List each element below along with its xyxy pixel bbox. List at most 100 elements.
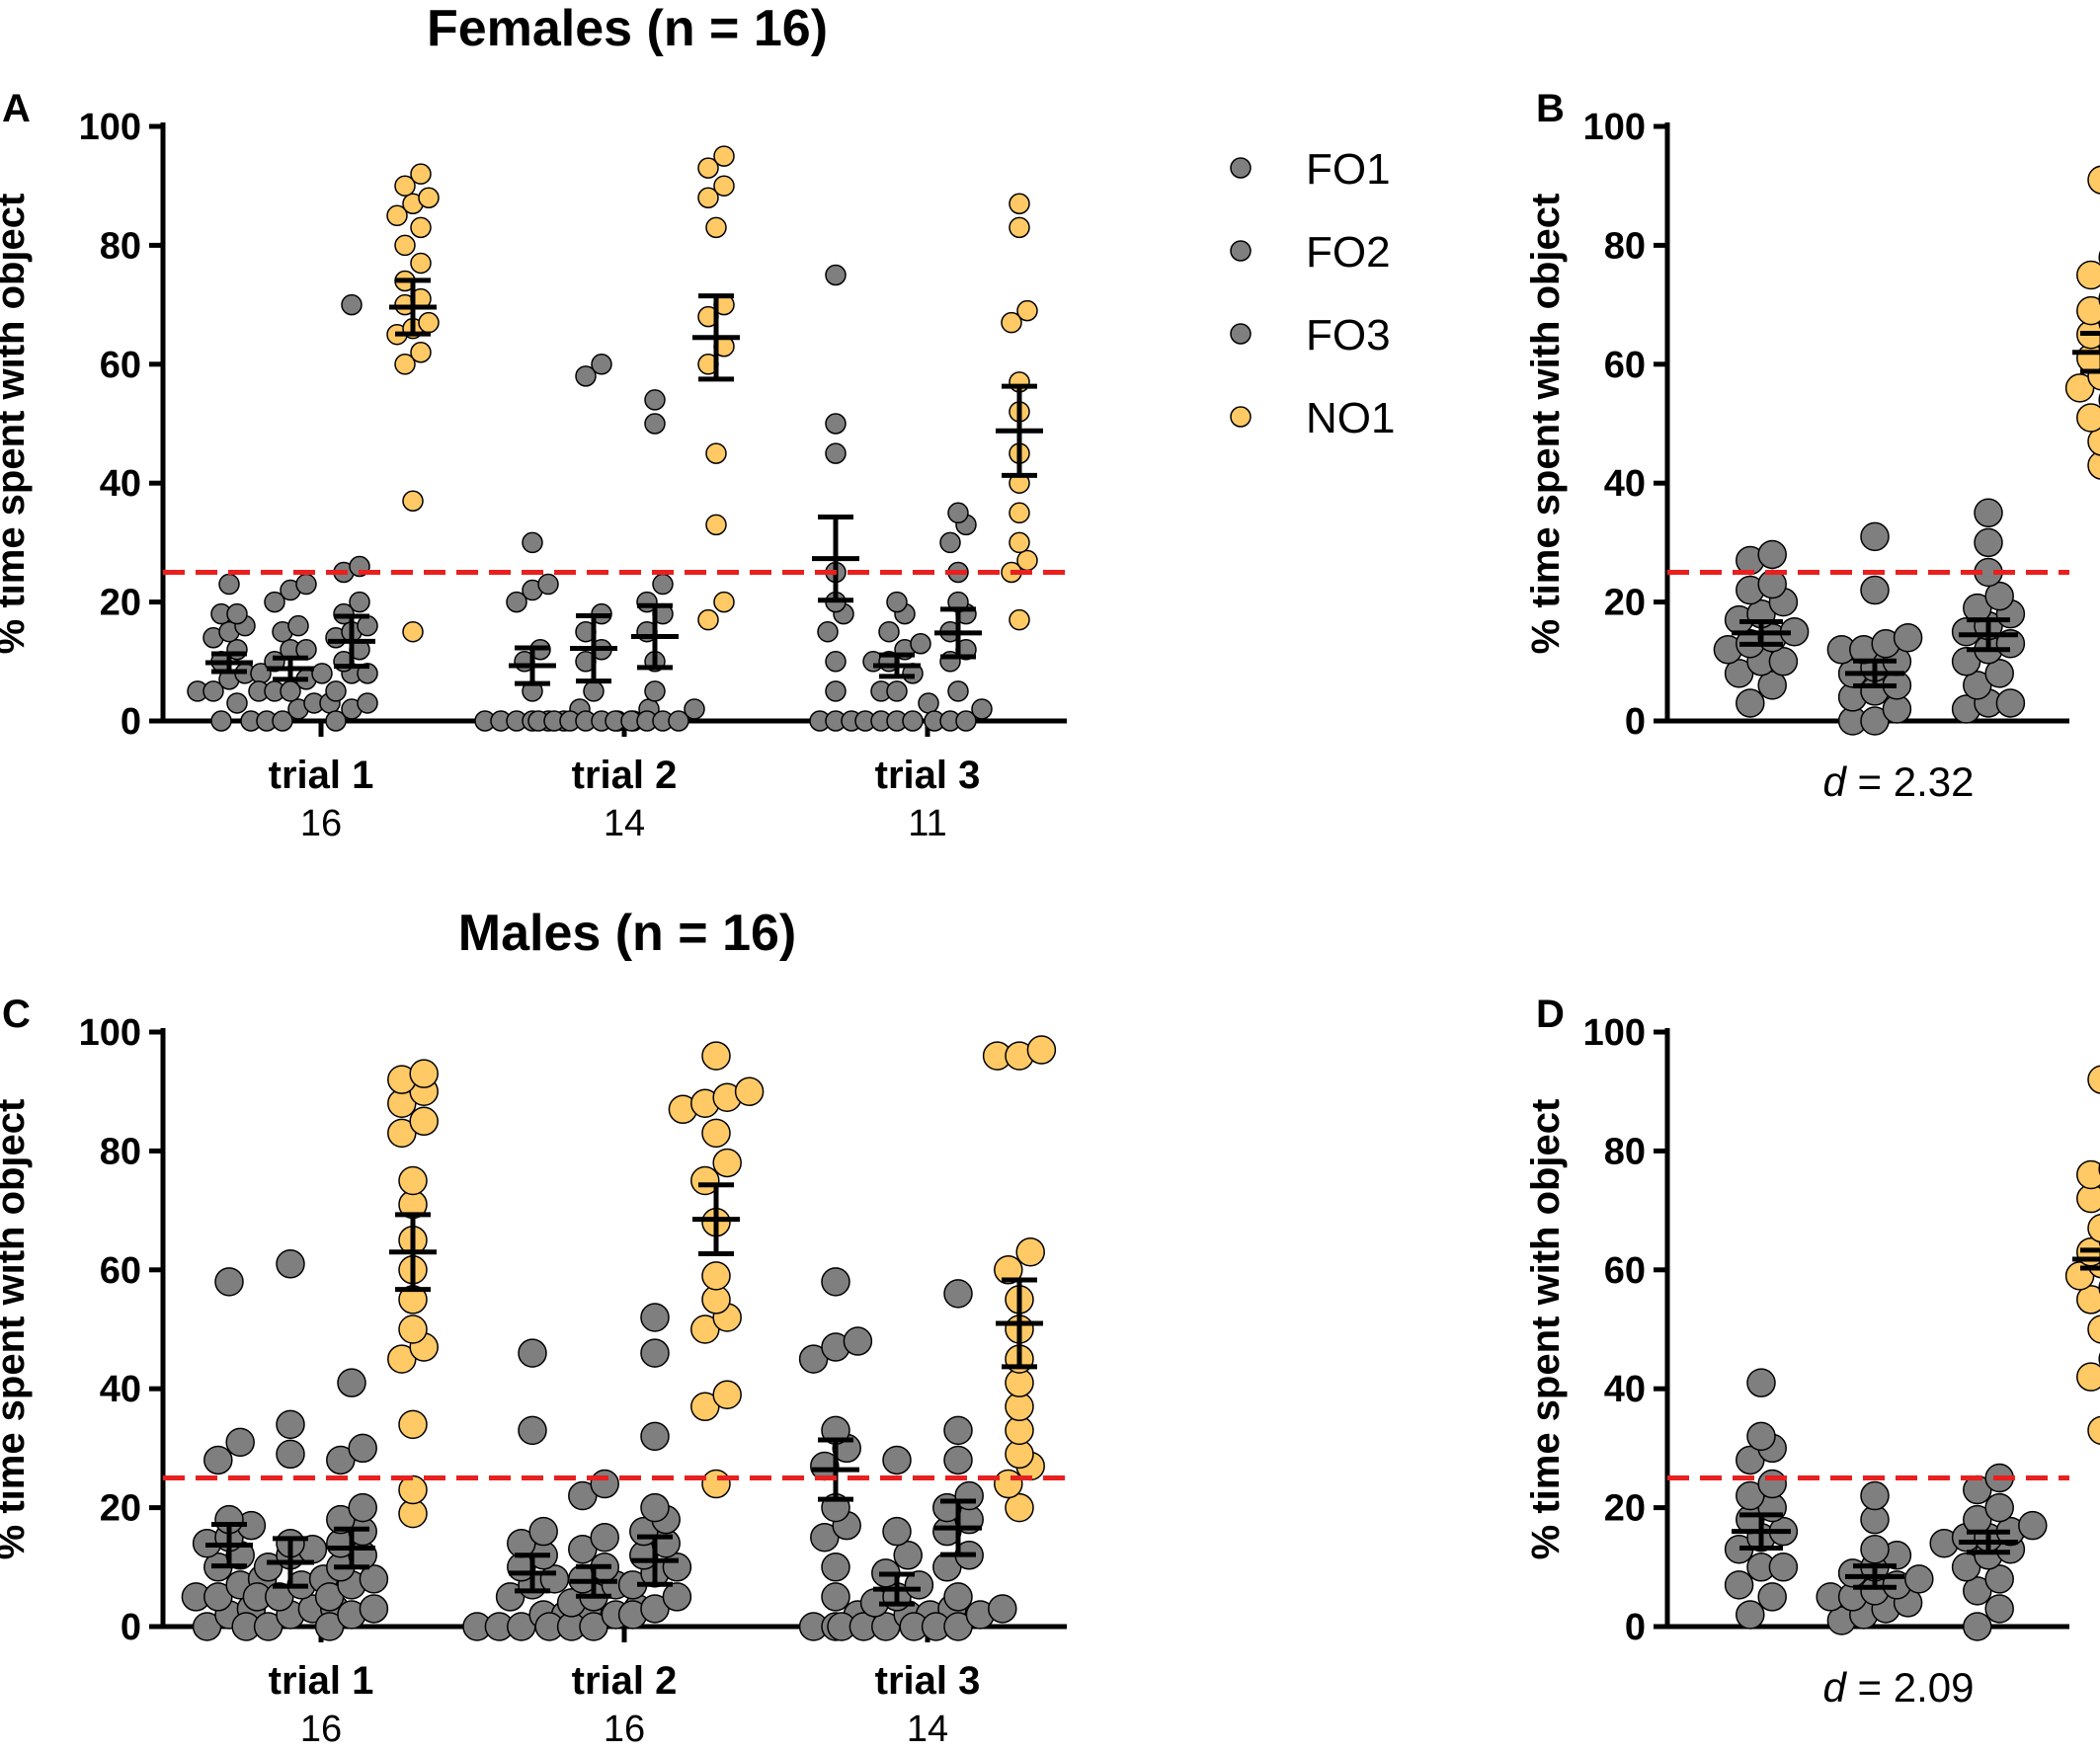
data-point-b-fo3-15 (1974, 498, 2003, 528)
data-point-a-no1-t1-2 (394, 354, 416, 375)
data-point-c-no1-t2-2 (712, 1380, 742, 1409)
data-point-a-no1-t3-9 (1001, 311, 1022, 334)
n-count-a-1: 14 (604, 803, 645, 844)
panel-letter-d: D (1536, 993, 1565, 1036)
legend-marker-fo1 (1230, 157, 1252, 179)
y-tick-label-b-20: 20 (1604, 583, 1646, 624)
data-point-a-fo1-t1-3 (202, 680, 224, 702)
data-point-a-fo1-t1-13 (226, 602, 248, 625)
data-point-c-fo3-t1-13 (348, 1433, 377, 1464)
data-point-b-no1-11 (2076, 295, 2100, 326)
data-point-b-fo2-12 (1893, 622, 1923, 653)
data-point-a-no1-t1-3 (410, 342, 432, 363)
data-point-b-no1-13 (2076, 260, 2100, 290)
x-category-label-a-0: trial 1 (269, 754, 374, 797)
data-point-a-fo3-t2-4 (668, 710, 689, 732)
data-point-a-no1-t2-2 (705, 514, 727, 536)
data-point-c-fo1-t1-13 (203, 1445, 233, 1475)
data-point-c-no1-t3-14 (1026, 1035, 1057, 1065)
data-point-a-no1-t1-17 (410, 163, 432, 185)
data-point-d-fo1-4 (1768, 1553, 1799, 1582)
data-point-a-fo3-t3-13 (947, 502, 969, 524)
panel-a-chart: % time spent with object 0 20 40 60 80 100 tria… (0, 107, 1067, 844)
data-point-b-fo1-15 (1757, 539, 1787, 570)
data-point-c-fo3-t3-5 (943, 1582, 973, 1612)
data-point-d-no1-3 (2087, 1314, 2100, 1344)
data-point-a-no1-t1-12 (410, 216, 432, 239)
panel-b-chart: % time spent with object 0 20 40 60 80 100 d = … (1524, 107, 2100, 805)
data-point-a-no1-t1-0 (402, 620, 424, 643)
data-point-d-fo3-11 (2018, 1510, 2048, 1541)
y-tick-label-b-40: 40 (1604, 463, 1646, 505)
data-point-c-fo1-t2-13 (518, 1415, 547, 1446)
legend-marker-no1 (1230, 406, 1252, 428)
data-point-d-no1-0 (2087, 1415, 2100, 1445)
data-point-d-fo1-2 (1724, 1570, 1754, 1600)
data-point-c-fo3-t1-14 (337, 1368, 366, 1397)
effect-size-symbol-b: d (1823, 758, 1848, 805)
data-point-c-fo3-t1-11 (348, 1492, 377, 1523)
data-point-a-fo2-t3-3 (902, 710, 924, 732)
data-point-c-no1-t3-1 (994, 1469, 1023, 1499)
data-point-c-fo3-t3-13 (943, 1415, 973, 1446)
n-count-a-2: 11 (908, 803, 946, 844)
data-point-c-fo3-t3-12 (943, 1445, 973, 1475)
data-point-a-fo1-t1-1 (226, 692, 248, 714)
data-point-c-fo2-t2-13 (590, 1469, 619, 1499)
data-point-a-fo3-t2-12 (644, 413, 666, 435)
data-point-a-no1-t1-1 (402, 490, 424, 513)
y-tick-label-d-20: 20 (1604, 1488, 1646, 1530)
data-point-a-no1-t2-9 (697, 187, 719, 208)
n-count-c-1: 16 (604, 1709, 645, 1750)
data-point-d-fo2-14 (1860, 1480, 1890, 1511)
data-point-d-fo3-1 (1984, 1594, 2014, 1624)
y-tick-label-a-60: 60 (100, 345, 141, 386)
data-point-a-fo3-t2-11 (652, 573, 674, 596)
data-point-d-fo1-14 (1746, 1421, 1776, 1452)
y-tick-label-b-0: 0 (1625, 701, 1646, 743)
data-point-a-fo3-t3-2 (955, 710, 977, 732)
data-point-a-fo1-t3-4 (825, 651, 847, 673)
data-point-c-fo2-t3-8 (904, 1570, 934, 1600)
data-point-c-no1-t2-6 (701, 1261, 731, 1291)
data-point-b-no1-0 (2087, 450, 2100, 480)
data-point-a-fo1-t1-0 (210, 710, 232, 732)
legend-marker-fo2 (1230, 240, 1252, 262)
y-tick-label-c-100: 100 (79, 1012, 141, 1054)
data-point-b-no1-1 (2087, 427, 2100, 456)
data-point-c-fo3-t3-14 (943, 1279, 973, 1309)
data-point-c-no1-t1-16 (409, 1059, 439, 1088)
data-point-c-fo1-t3-14 (821, 1267, 850, 1297)
legend-marker-fo3 (1230, 323, 1252, 345)
y-tick-label-b-60: 60 (1604, 345, 1646, 386)
data-point-c-no1-t2-0 (701, 1469, 731, 1499)
y-tick-label-a-20: 20 (100, 583, 141, 624)
data-point-a-fo3-t3-3 (971, 698, 993, 720)
data-point-c-fo3-t2-12 (640, 1338, 670, 1368)
data-point-d-fo1-15 (1746, 1368, 1776, 1397)
data-point-c-fo1-t2-12 (528, 1516, 558, 1547)
data-point-c-fo1-t3-4 (821, 1553, 850, 1582)
y-tick-label-b-80: 80 (1604, 225, 1646, 267)
female-title: Females (n = 16) (427, 0, 828, 57)
data-point-a-no1-t2-8 (705, 216, 727, 239)
data-point-b-fo3-14 (1974, 527, 2003, 558)
data-point-a-fo2-t2-14 (591, 354, 612, 375)
data-point-d-fo3-3 (1984, 1564, 2014, 1594)
data-point-c-fo1-t2-14 (518, 1338, 547, 1368)
data-point-a-fo1-t3-5 (817, 620, 839, 643)
data-point-c-fo2-t1-13 (276, 1439, 305, 1470)
y-tick-label-c-60: 60 (100, 1250, 141, 1292)
y-tick-label-d-0: 0 (1625, 1607, 1646, 1648)
x-category-label-c-0: trial 1 (269, 1659, 374, 1703)
data-point-a-no1-t1-15 (418, 187, 440, 208)
data-point-a-fo1-t2-13 (522, 531, 543, 554)
data-point-b-fo2-14 (1860, 521, 1890, 552)
y-tick-label-d-100: 100 (1583, 1012, 1646, 1054)
data-point-a-fo2-t1-16 (264, 591, 285, 613)
data-point-d-no1-14 (2076, 1159, 2100, 1190)
data-point-c-fo2-t2-11 (590, 1522, 619, 1553)
data-point-a-no1-t2-11 (697, 157, 719, 179)
data-point-d-fo3-0 (1963, 1612, 1992, 1641)
data-point-c-no1-t1-2 (398, 1409, 428, 1440)
